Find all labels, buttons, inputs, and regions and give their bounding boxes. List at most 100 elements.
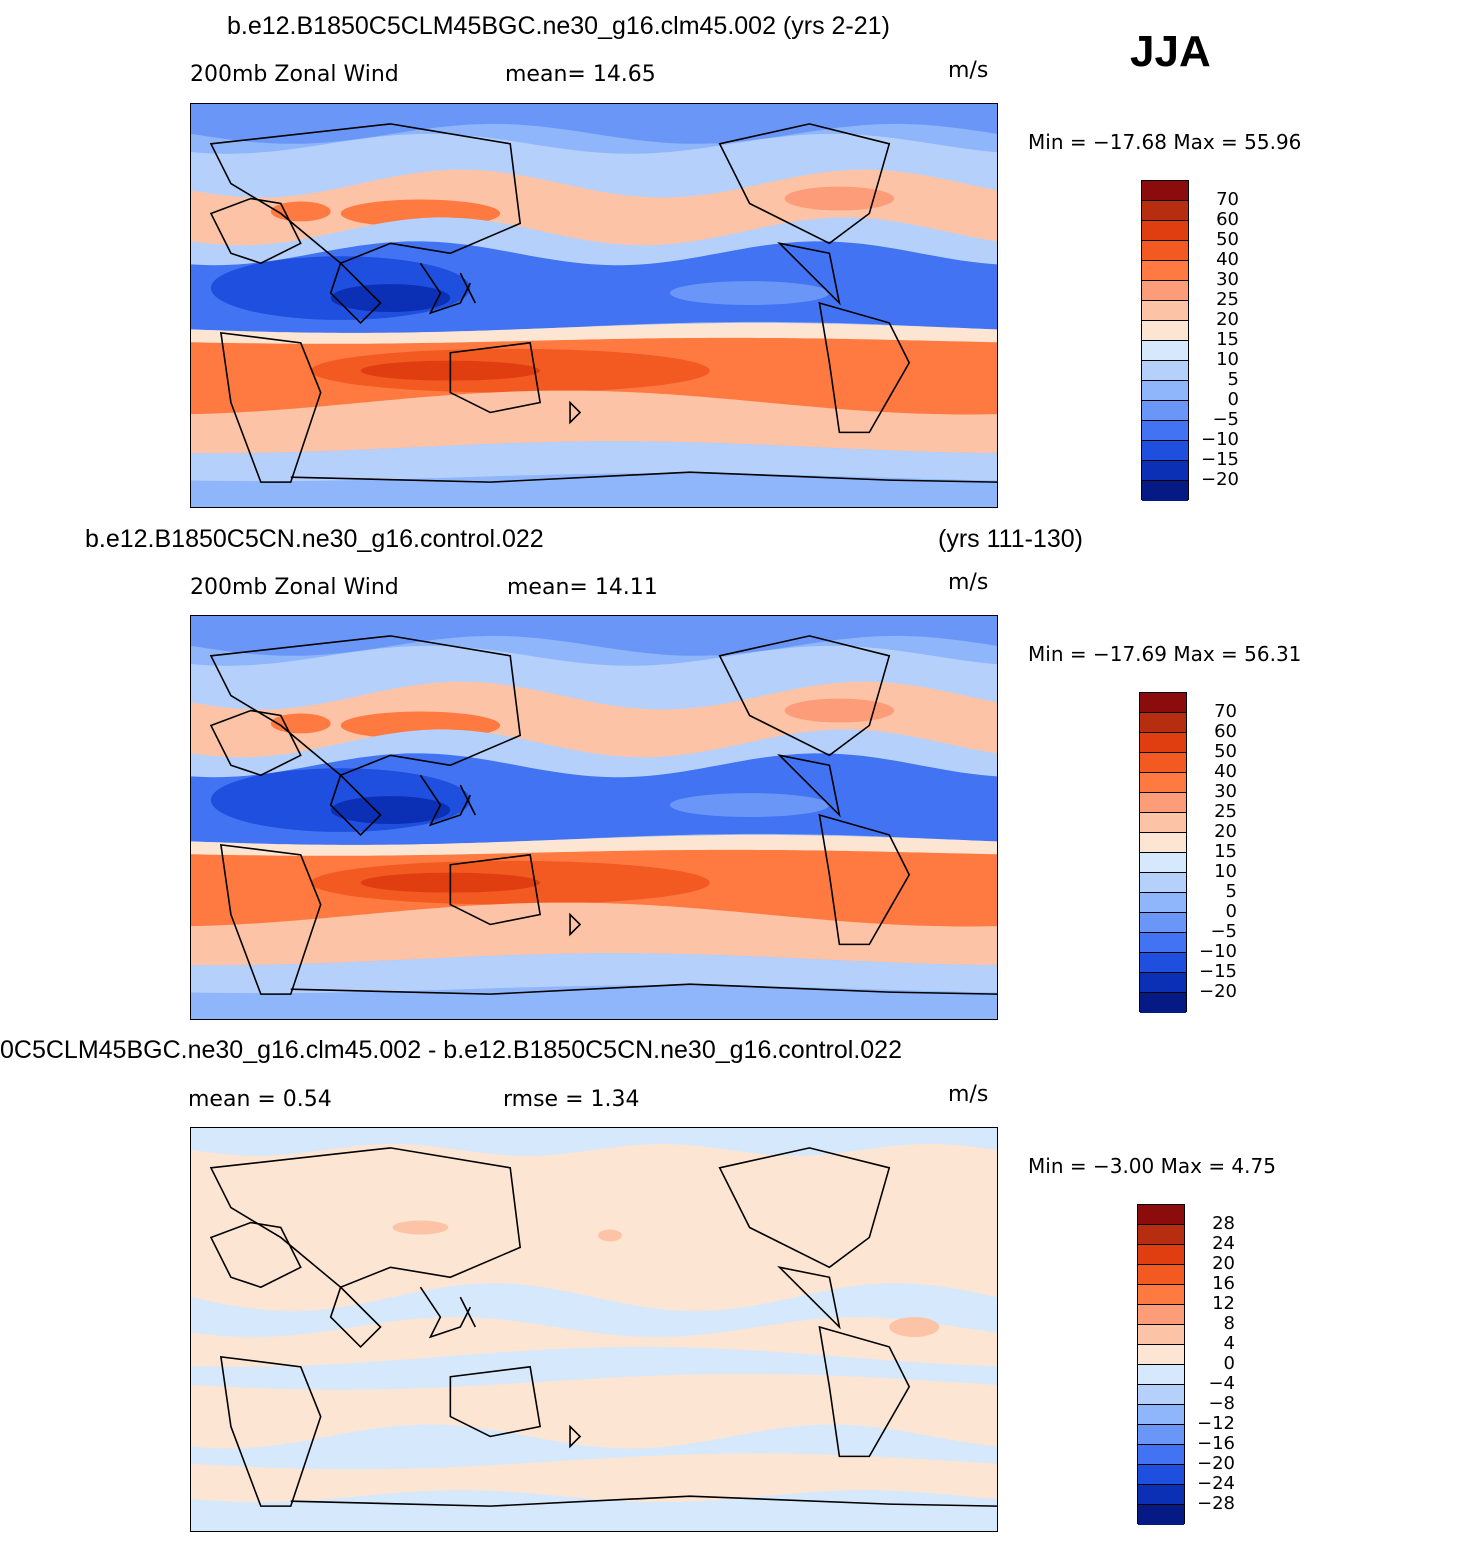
coastline	[459, 272, 477, 304]
coastline	[459, 784, 477, 816]
tropical-easterly-core	[669, 793, 830, 818]
coastline	[219, 331, 322, 483]
coastline	[569, 400, 582, 425]
diff-band	[191, 1283, 997, 1337]
colorbar-box	[1140, 933, 1186, 953]
colorbar-label: −15	[1199, 961, 1237, 982]
north-jet-core	[270, 713, 331, 734]
colorbar-box	[1142, 301, 1188, 321]
coastline	[290, 983, 997, 995]
colorbar-box	[1138, 1485, 1184, 1505]
diff-positive-blob	[597, 1229, 622, 1242]
coastline	[449, 1365, 542, 1438]
colorbar-label: 20	[1216, 309, 1239, 330]
colorbar-box	[1142, 241, 1188, 261]
coastline	[569, 1424, 582, 1449]
colorbar-label: 16	[1212, 1273, 1235, 1294]
coastline	[777, 754, 841, 818]
colorbar-label: 5	[1227, 369, 1239, 390]
colorbar-label: −5	[1212, 409, 1239, 430]
colorbar-box	[1138, 1425, 1184, 1445]
band-north-mid	[191, 133, 997, 206]
coastline	[718, 123, 891, 245]
colorbar-label: 40	[1214, 761, 1237, 782]
panel3-minmax: Min = −3.00 Max = 4.75	[1028, 1154, 1276, 1178]
colorbar-box	[1138, 1505, 1184, 1525]
colorbar-label: 4	[1223, 1333, 1235, 1354]
colorbar-box	[1142, 181, 1188, 201]
coastline	[718, 1147, 891, 1269]
colorbar-label: 8	[1223, 1313, 1235, 1334]
coastline	[329, 773, 382, 837]
panel2-title: b.e12.B1850C5CN.ne30_g16.control.022	[85, 525, 544, 553]
coastline	[209, 1147, 522, 1289]
colorbar-label: 0	[1223, 1353, 1235, 1374]
panel2-map	[190, 615, 998, 1020]
colorbar-box	[1142, 261, 1188, 281]
colorbar-label: 12	[1212, 1293, 1235, 1314]
coastline	[329, 261, 382, 325]
panel3-units: m/s	[948, 1082, 989, 1107]
coastline	[459, 1296, 477, 1328]
colorbar-box	[1138, 1445, 1184, 1465]
colorbar-label: −10	[1199, 941, 1237, 962]
season-label: JJA	[1130, 27, 1211, 76]
colorbar-box	[1138, 1245, 1184, 1265]
colorbar-box	[1140, 913, 1186, 933]
colorbar-label: 40	[1216, 249, 1239, 270]
coastline	[449, 853, 542, 926]
band-equator-south	[191, 322, 997, 347]
colorbar-box	[1138, 1365, 1184, 1385]
band-polar-north	[191, 104, 997, 144]
colorbar-label: 20	[1212, 1253, 1235, 1274]
north-jet-core	[270, 201, 331, 222]
colorbar-box	[1140, 793, 1186, 813]
coastline	[209, 1221, 302, 1289]
colorbar-box	[1140, 733, 1186, 753]
colorbar-box	[1138, 1465, 1184, 1485]
coastline	[329, 1285, 382, 1349]
panel3-rmse-label: rmse = 1.34	[503, 1087, 640, 1112]
coastline	[818, 813, 911, 946]
colorbar-label: −20	[1201, 469, 1239, 490]
panel1-minmax: Min = −17.68 Max = 55.96	[1028, 130, 1302, 154]
colorbar-box	[1142, 361, 1188, 381]
panel1-mean-label: mean= 14.65	[505, 62, 656, 87]
panel1-units: m/s	[948, 58, 989, 83]
colorbar-box	[1140, 833, 1186, 853]
colorbar-box	[1138, 1225, 1184, 1245]
colorbar-box	[1142, 341, 1188, 361]
panel1-variable-label: 200mb Zonal Wind	[190, 62, 399, 87]
panel1-map	[190, 103, 998, 508]
colorbar-label: −4	[1208, 1373, 1235, 1394]
coastline	[419, 1286, 472, 1339]
colorbar-box	[1142, 221, 1188, 241]
colorbar-label: 30	[1214, 781, 1237, 802]
band-north-jet	[191, 169, 997, 248]
panel2-years: (yrs 111-130)	[938, 525, 1083, 553]
colorbar-label: 70	[1214, 701, 1237, 722]
colorbar-label: 30	[1216, 269, 1239, 290]
coastline	[818, 1325, 911, 1458]
diff-band	[191, 1346, 997, 1390]
panel2-minmax: Min = −17.69 Max = 56.31	[1028, 642, 1302, 666]
colorbar-box	[1142, 381, 1188, 401]
panel2-units: m/s	[948, 570, 989, 595]
colorbar-label: 70	[1216, 189, 1239, 210]
panel2-field-svg	[191, 616, 997, 1019]
colorbar-label: −20	[1197, 1453, 1235, 1474]
band-south-mid	[191, 902, 997, 966]
colorbar-label: 0	[1227, 389, 1239, 410]
band-subtropic-north	[191, 217, 997, 274]
coastline	[290, 471, 997, 483]
north-jet-core	[784, 698, 895, 723]
colorbar-label: −16	[1197, 1433, 1235, 1454]
coastline	[209, 709, 302, 777]
colorbar-box	[1140, 953, 1186, 973]
colorbar-box	[1142, 421, 1188, 441]
colorbar-box	[1140, 713, 1186, 733]
colorbar-label: 15	[1214, 841, 1237, 862]
coastline	[569, 912, 582, 937]
coastline	[419, 262, 472, 315]
colorbar-box	[1138, 1305, 1184, 1325]
